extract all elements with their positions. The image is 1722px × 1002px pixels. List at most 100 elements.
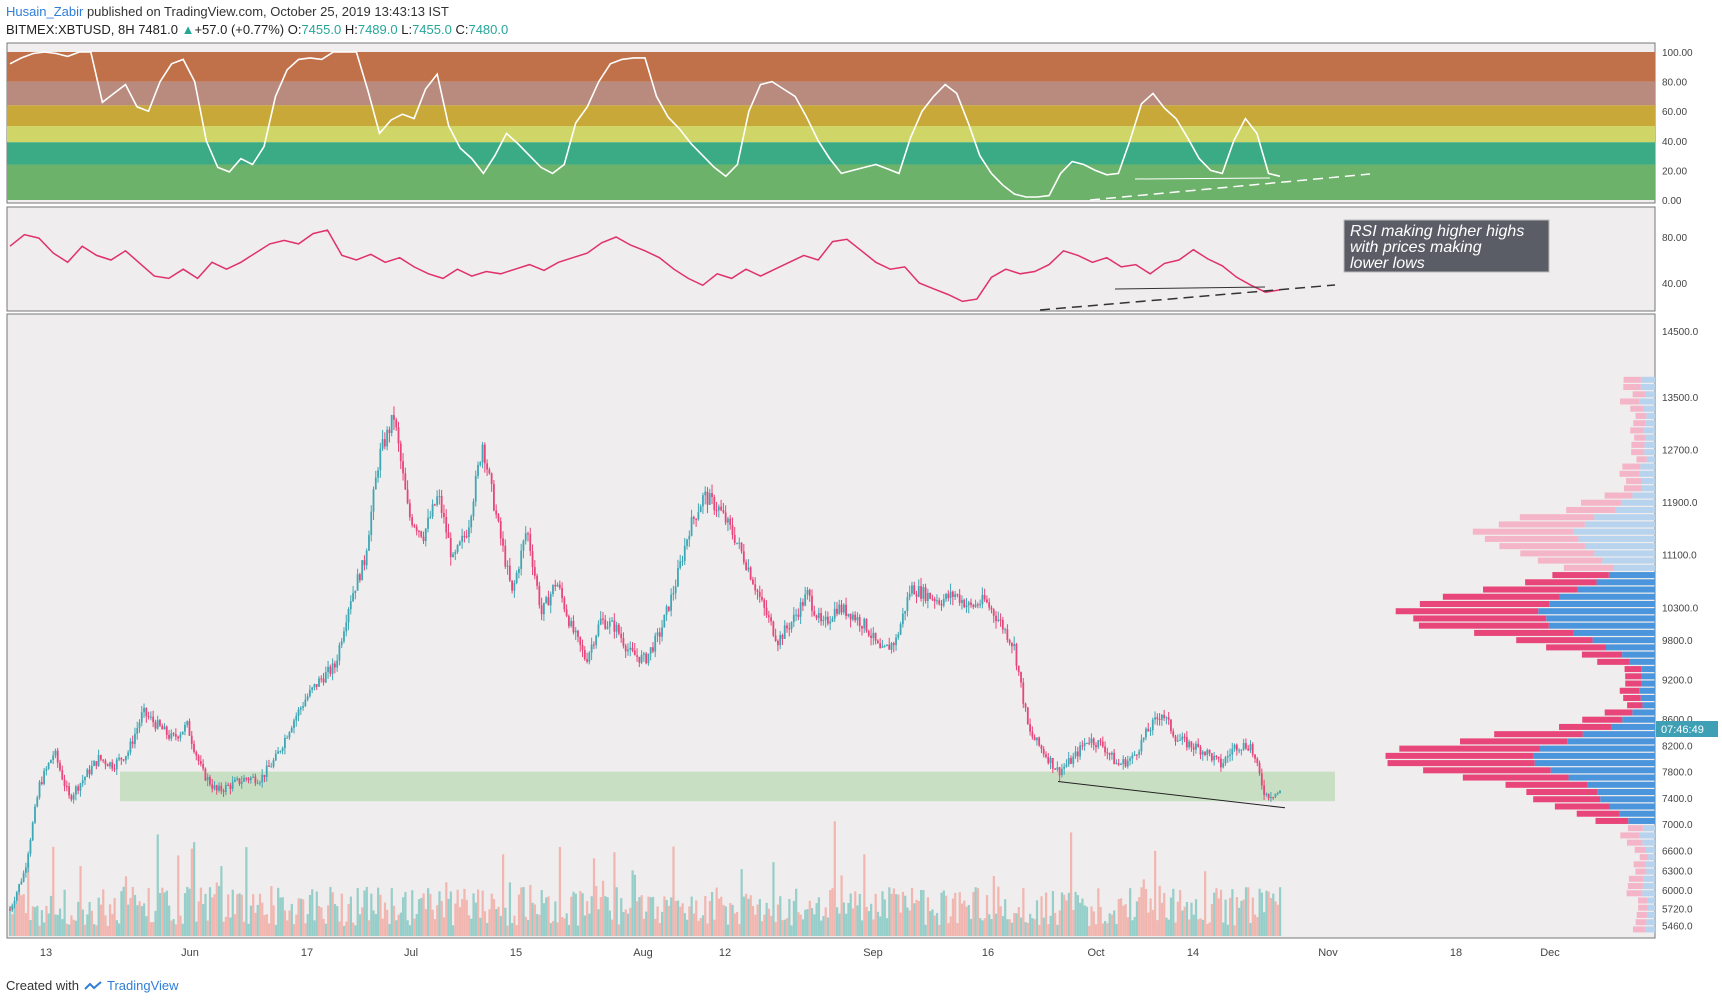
volume-bar [674, 900, 677, 936]
candle-body [745, 562, 748, 570]
volume-bar [804, 909, 807, 936]
candle-body [268, 765, 270, 767]
candle-body [595, 635, 598, 645]
volume-bar [174, 924, 178, 936]
volume-bar [1158, 885, 1161, 936]
rsi-higher-lows-dashed[interactable] [1039, 284, 1336, 311]
volume-bar [277, 887, 280, 936]
candle-body [265, 765, 268, 778]
volume-bar [515, 925, 518, 936]
volume-bar [1133, 916, 1136, 936]
tradingview-link[interactable]: TradingView [106, 978, 179, 993]
volume-bar [547, 896, 550, 936]
candle-body [1172, 731, 1175, 737]
candle-body [43, 770, 45, 784]
volume-bar [1074, 891, 1077, 936]
volume-bar [563, 918, 566, 936]
price-axis: 14500.0 13500.0 12700.0 11900.0 11100.0 10300… [1662, 327, 1699, 932]
candle-body [836, 608, 838, 614]
candle-body [956, 594, 959, 596]
volume-bar [1176, 901, 1179, 936]
candle-body [490, 473, 493, 484]
profile-down [1520, 550, 1595, 557]
volume-bar [1058, 910, 1061, 936]
price-lower-lows-line[interactable] [1057, 781, 1286, 809]
candle-body [343, 631, 345, 642]
volume-bar [929, 911, 932, 936]
volume-bar [854, 891, 857, 936]
volume-bar [663, 896, 666, 936]
candle-body [708, 493, 711, 505]
candle-body [879, 643, 882, 648]
candle-body [277, 751, 279, 754]
candle-body [1272, 797, 1275, 799]
volume-bar [667, 905, 671, 936]
volume-bar [863, 854, 866, 936]
profile-down [1385, 752, 1534, 759]
volume-bar [938, 924, 941, 936]
symbol-label[interactable]: BITMEX:XBTUSD, 8H [6, 22, 135, 37]
candle-body [443, 512, 445, 517]
volume-bar [399, 912, 402, 936]
candle-body [1024, 703, 1027, 708]
volume-bar [1040, 896, 1043, 936]
volume-bar [204, 893, 207, 936]
candle-body [881, 646, 884, 648]
stoch-rsi-path [9, 51, 1281, 198]
candle-body [227, 784, 230, 786]
stoch-level-line[interactable] [1134, 177, 1271, 180]
rsi-level-line[interactable] [1114, 286, 1266, 290]
volume-bar [1044, 892, 1048, 936]
candle-body [756, 590, 759, 592]
volume-bar [956, 923, 959, 936]
volume-bar [243, 921, 246, 936]
candle-body [1015, 644, 1018, 666]
candle-body [270, 766, 273, 768]
candle-body [579, 636, 582, 646]
candle-body [468, 527, 470, 538]
candle-body [56, 750, 59, 763]
candle-body [218, 785, 220, 791]
volume-bar [168, 905, 171, 936]
candle-body [911, 585, 913, 594]
volume-bar [1010, 922, 1014, 936]
candle-body [899, 624, 902, 635]
volume-bar [831, 888, 834, 936]
profile-up [1597, 789, 1655, 796]
volume-bar [888, 887, 891, 936]
annotation-box[interactable]: RSI making higher highs with prices makin… [1343, 219, 1550, 273]
profile-up [1643, 875, 1655, 882]
volume-bar [422, 893, 425, 936]
profile-up [1646, 412, 1655, 419]
profile-down [1627, 825, 1643, 832]
volume-bar [526, 920, 530, 936]
profile-up [1641, 485, 1655, 492]
candle-body [531, 551, 534, 568]
candle-body [243, 778, 245, 782]
candle-body [511, 580, 513, 591]
candle-body [209, 776, 211, 785]
candle-body [74, 786, 77, 795]
candle-body [195, 751, 198, 756]
volume-bar [1042, 917, 1045, 936]
volume-bar [1135, 901, 1139, 936]
volume-bar [272, 905, 275, 936]
volume-bar [1022, 888, 1025, 936]
volume-bar [856, 905, 859, 936]
candle-body [1263, 785, 1265, 795]
volume-bar [897, 894, 900, 936]
candle-body [472, 501, 475, 517]
candle-body [542, 602, 545, 615]
author-link[interactable]: Husain_Zabir [6, 4, 84, 19]
candle-body [817, 612, 820, 619]
volume-bar [513, 915, 516, 936]
candle-body [1224, 757, 1227, 764]
candle-body [388, 429, 391, 434]
volume-bar [801, 919, 805, 936]
volume-bar [24, 913, 28, 936]
volume-bar [295, 914, 298, 936]
candle-body [1258, 763, 1261, 774]
price-tick: 9200.0 [1662, 676, 1693, 687]
profile-down [1546, 644, 1607, 651]
